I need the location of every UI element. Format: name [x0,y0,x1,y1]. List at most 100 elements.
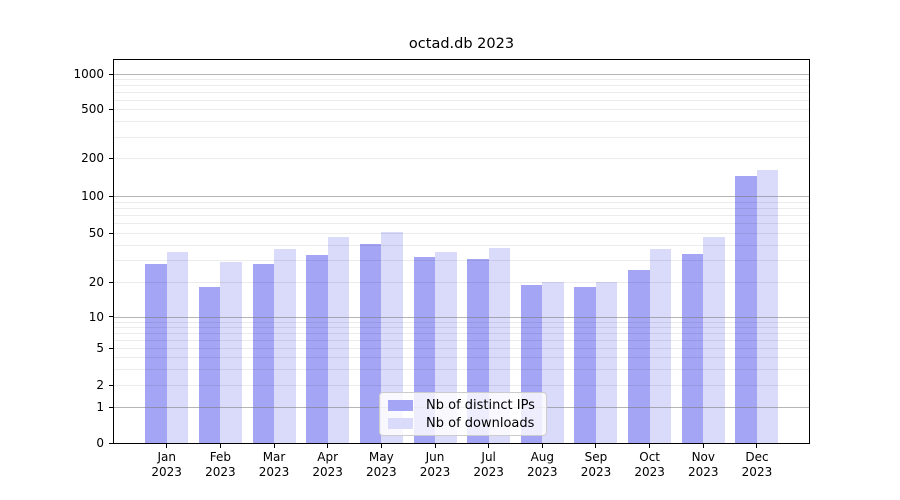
y-tick-500 [109,108,113,110]
legend-entry-downloads: Nb of downloads [388,416,538,431]
legend-swatch-distinct-ips [388,399,413,411]
gridline-minor-60 [114,223,809,225]
y-tick-10 [109,316,113,318]
y-tick-100 [109,195,113,197]
x-tick-year-jan: 2023 [151,465,182,479]
y-tick-label-20: 20 [88,275,104,289]
gridline-minor-6 [114,339,809,341]
x-tick-sep [595,444,597,448]
bar-distinct-ips-nov [681,253,704,444]
bar-downloads-apr [327,236,350,444]
bar-downloads-mar [274,249,296,444]
gridline-minor-200 [114,158,809,160]
x-tick-year-aug: 2023 [527,465,558,479]
gridline-minor-2 [114,385,809,386]
x-tick-label-may: May 2023 [354,450,408,480]
gridline-minor-3 [114,368,809,370]
x-tick-may [380,444,382,448]
bar-distinct-ips-dec [735,175,757,444]
y-tick-label-5: 5 [96,341,104,356]
gridline-minor-400 [114,121,809,123]
legend-label-downloads: Nb of downloads [426,415,535,431]
x-tick-label-dec: Dec 2023 [730,450,784,480]
x-tick-jan [166,444,168,448]
y-tick-1 [109,406,113,408]
x-tick-mar [273,444,275,448]
gridline-minor-90 [114,201,809,203]
bar-downloads-oct [649,249,672,444]
gridline-minor-80 [114,208,809,209]
bar-distinct-ips-mar [252,264,275,444]
x-tick-label-jul: Jul 2023 [462,450,516,480]
x-tick-year-may: 2023 [366,465,397,479]
x-tick-jul [488,444,490,448]
x-tick-dec [756,444,758,448]
gridline-minor-70 [114,215,809,217]
y-tick-label-0: 0 [96,436,104,451]
y-tick-label-1: 1 [96,400,104,415]
x-tick-label-mar: Mar 2023 [247,450,301,480]
y-tick-label-500: 500 [81,102,104,117]
bar-downloads-may [381,232,403,444]
bar-downloads-feb [220,262,242,444]
bar-distinct-ips-may [359,243,382,444]
gridline-major-1000 [114,74,809,75]
gridline-minor-300 [114,136,809,138]
y-tick-label-10: 10 [88,309,104,324]
x-tick-apr [327,444,329,448]
gridline-minor-20 [114,282,809,283]
x-tick-year-jun: 2023 [419,465,451,479]
y-tick-50 [109,232,113,234]
gridline-minor-900 [114,79,809,81]
gridline-minor-7 [114,332,809,334]
x-tick-year-nov: 2023 [688,465,719,479]
x-tick-label-jun: Jun 2023 [408,450,462,480]
y-tick-label-2: 2 [96,378,104,392]
legend: Nb of distinct IPs Nb of downloads [379,392,547,436]
bar-distinct-ips-jan [145,264,167,444]
y-tick-label-1000: 1000 [73,67,104,81]
y-tick-5 [109,347,113,349]
gridline-minor-5 [114,348,809,350]
gridline-minor-40 [114,245,809,247]
gridline-minor-600 [114,100,809,101]
legend-entry-distinct-ips: Nb of distinct IPs [388,398,538,413]
y-tick-label-100: 100 [81,189,104,203]
gridline-minor-500 [114,109,809,111]
bar-downloads-jan [166,252,189,444]
x-tick-oct [649,444,651,448]
x-tick-year-mar: 2023 [258,465,290,479]
gridline-major-100 [114,196,809,197]
x-tick-label-nov: Nov 2023 [676,450,730,480]
bar-downloads-nov [703,236,725,444]
bar-distinct-ips-apr [306,255,328,444]
y-tick-20 [109,281,113,283]
bar-distinct-ips-feb [198,287,221,444]
gridline-minor-8 [114,326,809,328]
gridline-minor-30 [114,260,809,262]
bar-distinct-ips-oct [628,270,650,444]
x-tick-aug [541,444,543,448]
gridline-minor-9 [114,321,809,323]
gridline-major-10 [114,316,809,318]
x-tick-year-feb: 2023 [205,465,236,479]
x-tick-jun [434,444,436,448]
x-tick-year-dec: 2023 [741,465,773,479]
y-tick-label-50: 50 [88,226,104,241]
y-tick-1000 [109,73,113,75]
x-tick-label-sep: Sep 2023 [569,450,623,480]
gridline-minor-700 [114,92,809,94]
bar-distinct-ips-sep [574,287,596,444]
x-tick-nov [702,444,704,448]
gridline-minor-4 [114,357,809,359]
bar-downloads-sep [595,282,618,444]
gridline-minor-50 [114,233,809,235]
x-tick-year-apr: 2023 [312,465,343,479]
legend-label-distinct-ips: Nb of distinct IPs [426,397,535,413]
y-tick-label-200: 200 [81,151,104,166]
x-tick-year-sep: 2023 [580,465,612,479]
x-tick-label-jan: Jan 2023 [140,450,194,480]
bar-downloads-dec [756,170,779,444]
bar-downloads-aug [542,282,564,444]
